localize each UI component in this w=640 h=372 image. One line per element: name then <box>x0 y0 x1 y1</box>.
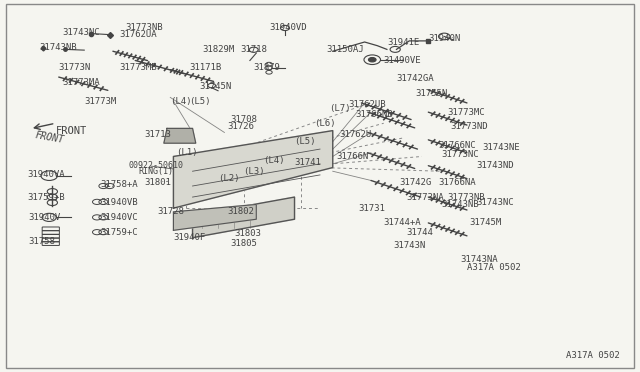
Circle shape <box>369 58 376 62</box>
Text: 31766N: 31766N <box>336 152 368 161</box>
Text: 31801: 31801 <box>145 178 172 187</box>
Text: 31743NA: 31743NA <box>460 255 498 264</box>
Text: 31741: 31741 <box>294 157 321 167</box>
Text: 31773NB: 31773NB <box>447 193 485 202</box>
Text: 31743N: 31743N <box>394 241 426 250</box>
Text: 31879: 31879 <box>253 63 280 72</box>
Text: 31726: 31726 <box>228 122 255 131</box>
Text: 31718: 31718 <box>241 45 268 54</box>
Text: 31773MB: 31773MB <box>119 63 157 72</box>
Text: 31829M: 31829M <box>202 45 234 54</box>
Text: 31758+A: 31758+A <box>100 180 138 189</box>
Text: 31766NC: 31766NC <box>438 141 476 150</box>
Text: 31762UB: 31762UB <box>349 100 387 109</box>
Text: (L3): (L3) <box>244 167 265 176</box>
Text: 31755N: 31755N <box>415 89 448 98</box>
Text: 31766NA: 31766NA <box>438 178 476 187</box>
Polygon shape <box>164 128 196 143</box>
Text: 31743ND: 31743ND <box>476 161 514 170</box>
Text: 31803: 31803 <box>234 230 261 238</box>
Text: 31773NA: 31773NA <box>406 193 444 202</box>
Polygon shape <box>173 131 333 208</box>
Text: A317A 0502: A317A 0502 <box>566 350 620 359</box>
Text: 31940F: 31940F <box>173 233 205 242</box>
Text: 31773ND: 31773ND <box>451 122 488 131</box>
Text: (L4): (L4) <box>170 97 192 106</box>
Text: 31742G: 31742G <box>399 178 432 187</box>
Text: 31759+B: 31759+B <box>27 193 65 202</box>
Text: (L2): (L2) <box>218 174 239 183</box>
Text: (L5): (L5) <box>189 97 211 106</box>
Text: 31745M: 31745M <box>470 218 502 227</box>
Polygon shape <box>193 197 294 238</box>
Text: 31773NC: 31773NC <box>441 150 479 159</box>
Text: 31773M: 31773M <box>84 97 116 106</box>
Text: 31743NE: 31743NE <box>483 143 520 152</box>
Text: 31940VD: 31940VD <box>269 23 307 32</box>
Text: 31731: 31731 <box>358 203 385 213</box>
Text: 31743NC: 31743NC <box>476 198 514 207</box>
Text: 31762UA: 31762UA <box>119 30 157 39</box>
Text: FRONT: FRONT <box>34 130 65 145</box>
Text: 31773MC: 31773MC <box>447 108 485 117</box>
Text: (L1): (L1) <box>177 148 198 157</box>
Text: (L5): (L5) <box>294 137 316 146</box>
Text: 31742GA: 31742GA <box>396 74 434 83</box>
Text: (L4): (L4) <box>262 155 284 165</box>
Text: 00922-50610: 00922-50610 <box>129 161 184 170</box>
Text: 31940VB: 31940VB <box>100 198 138 207</box>
Text: 31941E: 31941E <box>387 38 419 46</box>
Text: (L7): (L7) <box>330 104 351 113</box>
Text: A317A 0502: A317A 0502 <box>467 263 520 272</box>
Text: 31940N: 31940N <box>428 34 461 43</box>
Text: 31766NB: 31766NB <box>355 109 393 119</box>
Text: 31759+C: 31759+C <box>100 228 138 237</box>
Text: 31713: 31713 <box>145 130 172 139</box>
Text: 31805: 31805 <box>231 239 258 248</box>
Text: RING(1): RING(1) <box>138 167 173 176</box>
Text: 31773N: 31773N <box>59 63 91 72</box>
Text: 31743NB: 31743NB <box>441 200 479 209</box>
Text: 31940V: 31940V <box>28 213 60 222</box>
Text: 31743NB: 31743NB <box>40 43 77 52</box>
Text: 31758: 31758 <box>28 237 55 246</box>
Text: 31940VA: 31940VA <box>27 170 65 179</box>
Text: 31171B: 31171B <box>189 63 221 72</box>
Text: 31940VC: 31940VC <box>100 213 138 222</box>
Text: 31773MA: 31773MA <box>62 78 100 87</box>
Text: FRONT: FRONT <box>56 126 87 136</box>
Text: 31802: 31802 <box>228 207 255 217</box>
Text: (L6): (L6) <box>314 119 335 128</box>
Text: 31490VE: 31490VE <box>384 56 421 65</box>
Text: 31728: 31728 <box>157 207 184 217</box>
Text: 31762U: 31762U <box>339 130 371 139</box>
Text: 31773NB: 31773NB <box>125 23 163 32</box>
Text: 31150AJ: 31150AJ <box>326 45 364 54</box>
Polygon shape <box>173 205 256 230</box>
Text: 31744+A: 31744+A <box>384 218 421 227</box>
Text: 31744: 31744 <box>406 228 433 237</box>
Text: 31745N: 31745N <box>199 82 231 91</box>
Text: 31743NC: 31743NC <box>62 28 100 37</box>
Text: 31708: 31708 <box>231 115 258 124</box>
